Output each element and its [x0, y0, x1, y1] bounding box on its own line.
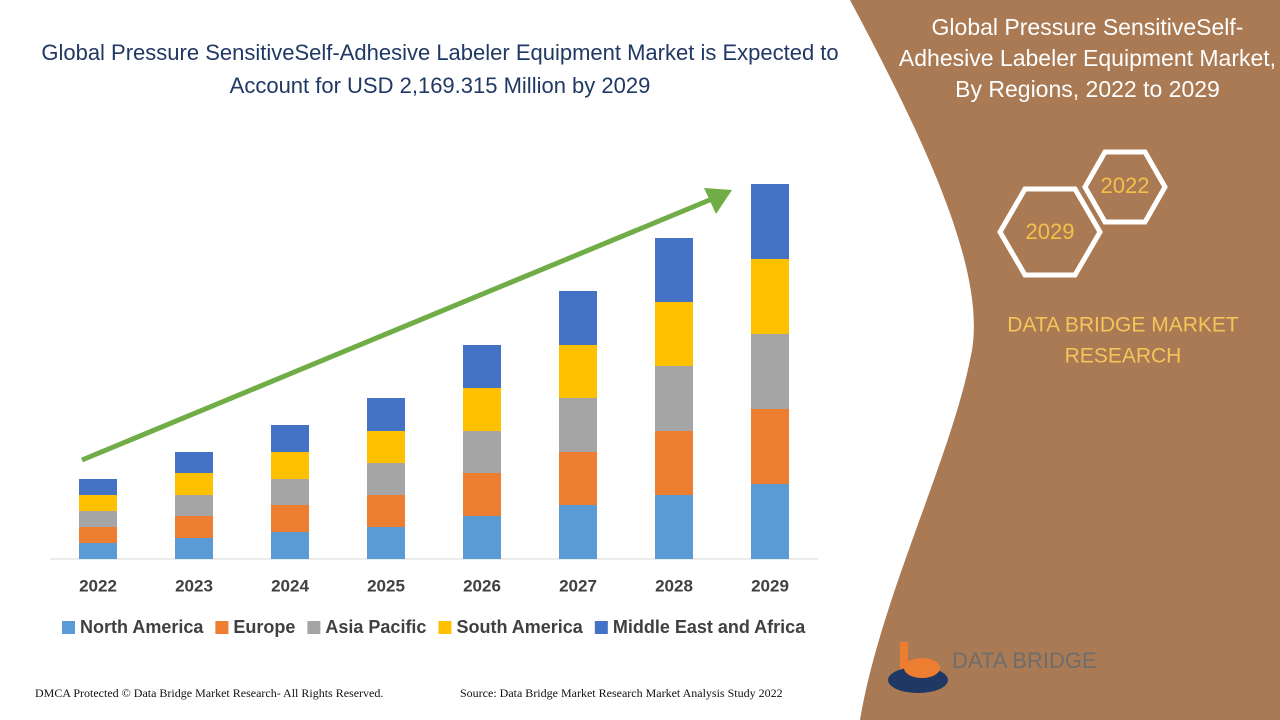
footer-left: DMCA Protected © Data Bridge Market Rese…: [35, 686, 384, 700]
hex-year: 2022: [1101, 173, 1150, 198]
bar-segment: [367, 431, 405, 463]
brand-text: DATA BRIDGE MARKET: [1007, 314, 1239, 337]
bar-segment: [175, 473, 213, 495]
bar-segment: [175, 538, 213, 559]
bar-segment: [367, 495, 405, 527]
bar-segment: [559, 452, 597, 505]
side-panel-bg: [850, 0, 1280, 720]
bar-segment: [79, 543, 117, 559]
logo-text: DATA BRIDGE: [952, 648, 1097, 673]
bar-segment: [751, 409, 789, 484]
bar-segment: [751, 484, 789, 559]
bar-segment: [367, 463, 405, 495]
legend-swatch: [307, 621, 321, 634]
x-tick-label: 2027: [559, 576, 597, 595]
hexagon: [1082, 149, 1168, 225]
bar-segment: [655, 238, 693, 302]
bar-segment: [271, 425, 309, 452]
logo-icon: [888, 642, 948, 693]
trend-arrow: [81, 196, 713, 463]
bar-segment: [79, 495, 117, 511]
hex-year: 2029: [1026, 219, 1075, 244]
bar-segment: [463, 388, 501, 431]
hexagon: [997, 186, 1103, 278]
bar-segment: [655, 495, 693, 559]
bar-segment: [559, 345, 597, 398]
bar-segment: [559, 398, 597, 452]
x-tick-label: 2028: [655, 576, 693, 595]
bar-segment: [559, 291, 597, 345]
legend-label: Europe: [233, 617, 295, 637]
bar-segment: [175, 495, 213, 516]
legend-swatch: [438, 621, 452, 634]
bar-segment: [751, 184, 789, 259]
bar-segment: [367, 527, 405, 559]
bar-segment: [751, 259, 789, 334]
chart-title: Global Pressure SensitiveSelf-Adhesive L…: [41, 40, 839, 98]
bar-segment: [271, 452, 309, 479]
bar-segment: [79, 511, 117, 527]
bar-segment: [559, 505, 597, 559]
bar-segment: [463, 431, 501, 473]
bar-segment: [175, 516, 213, 538]
x-tick-label: 2025: [367, 576, 405, 595]
side-title: Global Pressure SensitiveSelf-Adhesive L…: [898, 14, 1277, 102]
bar-segment: [655, 302, 693, 366]
legend-label: Asia Pacific: [325, 617, 426, 637]
legend-label: South America: [456, 617, 583, 637]
x-tick-label: 2023: [175, 576, 213, 595]
bar-segment: [175, 452, 213, 473]
bar-segment: [655, 366, 693, 431]
legend-swatch: [215, 621, 229, 634]
bar-segment: [79, 479, 117, 495]
bar-segment: [463, 516, 501, 559]
legend-swatch: [594, 621, 608, 634]
legend-swatch: [62, 621, 75, 634]
bar-segment: [463, 345, 501, 388]
x-tick-label: 2026: [463, 576, 501, 595]
bar-segment: [271, 505, 309, 532]
x-tick-label: 2029: [751, 576, 789, 595]
x-tick-label: 2024: [271, 576, 309, 595]
bar-segment: [655, 431, 693, 495]
bar-segment: [271, 532, 309, 559]
bar-segment: [463, 473, 501, 516]
legend-label: North America: [80, 617, 204, 637]
bar-segment: [367, 398, 405, 431]
arrow-head: [704, 188, 732, 214]
bar-segment: [271, 479, 309, 505]
footer-right: Source: Data Bridge Market Research Mark…: [460, 686, 783, 700]
x-tick-label: 2022: [79, 576, 117, 595]
brand-text: RESEARCH: [1065, 345, 1182, 368]
legend-label: Middle East and Africa: [613, 617, 806, 637]
bar-segment: [751, 334, 789, 409]
bar-segment: [79, 527, 117, 543]
